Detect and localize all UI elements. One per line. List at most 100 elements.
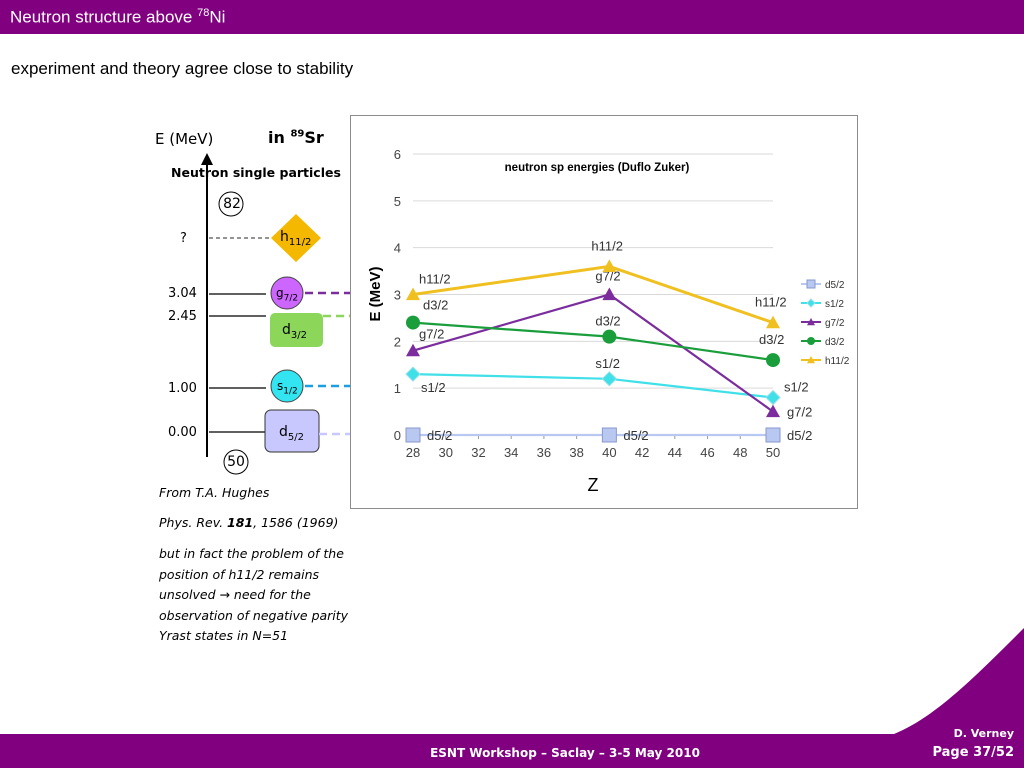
data-point-s1-2 bbox=[765, 389, 781, 406]
legend-label: s1/2 bbox=[825, 299, 844, 310]
point-label: d3/2 bbox=[423, 298, 448, 313]
reference-author: From T.A. Hughes bbox=[159, 485, 270, 500]
orbital-label-h11: h11/2 bbox=[280, 229, 311, 248]
shell-50-label: 50 bbox=[227, 454, 245, 470]
data-point-g7-2 bbox=[602, 287, 617, 301]
point-label: d3/2 bbox=[759, 332, 784, 347]
point-label: s1/2 bbox=[595, 356, 620, 371]
footer-text: ESNT Workshop – Saclay – 3-5 May 2010 bbox=[430, 746, 700, 760]
data-point-h11-2 bbox=[602, 259, 617, 272]
orbital-d5-letter: d bbox=[279, 424, 288, 440]
x-tick-label: 40 bbox=[602, 445, 616, 460]
level-energy-s1: 1.00 bbox=[168, 381, 197, 396]
data-point-s1-2 bbox=[405, 366, 421, 382]
point-label: h11/2 bbox=[591, 238, 623, 253]
level-energy-d5: 0.00 bbox=[168, 425, 197, 440]
nucleus-label: in 89Sr bbox=[268, 128, 324, 147]
data-point-d5-2 bbox=[765, 427, 781, 443]
point-label: d5/2 bbox=[787, 428, 812, 443]
y-tick-label: 2 bbox=[394, 334, 401, 349]
orbital-h11-j: 11/2 bbox=[288, 236, 312, 248]
x-tick-label: 32 bbox=[471, 445, 485, 460]
title-text: Neutron structure above bbox=[10, 7, 198, 27]
orbital-label-d5: d5/2 bbox=[279, 424, 304, 443]
orbital-h11-letter: h bbox=[280, 229, 289, 245]
orbital-label-d3: d3/2 bbox=[282, 322, 307, 341]
point-label: s1/2 bbox=[421, 380, 446, 395]
chart-grid bbox=[413, 153, 773, 389]
reference-rest: , 1586 (1969) bbox=[253, 515, 339, 530]
legend-label: h11/2 bbox=[825, 356, 850, 367]
orbital-d3-box bbox=[270, 313, 323, 347]
comment-line: position of h11/2 remains bbox=[159, 566, 320, 582]
x-tick-label: 42 bbox=[635, 445, 649, 460]
data-point-s1-2 bbox=[601, 371, 618, 387]
orbital-s1-j: 1/2 bbox=[283, 386, 298, 397]
nucleus-element: Sr bbox=[304, 128, 324, 147]
nucleus-label-prefix: in bbox=[268, 128, 291, 147]
chart-svg: neutron sp energies (Duflo Zuker) 012345… bbox=[367, 147, 850, 495]
comment-line: Yrast states in N=51 bbox=[159, 628, 289, 643]
x-tick-label: 28 bbox=[406, 445, 420, 460]
data-point-d3-2 bbox=[766, 353, 780, 368]
shell-82-label: 82 bbox=[223, 196, 241, 212]
x-tick-label: 50 bbox=[766, 445, 780, 460]
x-tick-label: 48 bbox=[733, 445, 747, 460]
title-bar: Neutron structure above 78Ni bbox=[0, 0, 1024, 34]
point-label: g7/2 bbox=[419, 327, 444, 342]
orbital-g7-circle bbox=[270, 276, 304, 310]
chart-x-axis-label: Z bbox=[588, 475, 599, 495]
point-label: g7/2 bbox=[595, 269, 620, 284]
author-name: D. Verney bbox=[953, 727, 1014, 740]
orbital-g7-j: 7/2 bbox=[283, 293, 299, 304]
x-tick-label: 30 bbox=[438, 445, 452, 460]
footer-bar: ESNT Workshop – Saclay – 3-5 May 2010 bbox=[0, 734, 1024, 768]
orbital-s1-circle bbox=[270, 369, 304, 403]
orbital-d5-box bbox=[264, 409, 320, 453]
x-tick-label: 38 bbox=[569, 445, 583, 460]
point-label: d5/2 bbox=[427, 428, 452, 443]
chart-title: neutron sp energies (Duflo Zuker) bbox=[505, 162, 690, 174]
d3-extension-line bbox=[322, 314, 350, 318]
comment-line: unsolved → need for the bbox=[159, 587, 311, 602]
subtitle: experiment and theory agree close to sta… bbox=[11, 59, 354, 78]
nucleus-mass: 89 bbox=[290, 128, 305, 140]
legend-label: d5/2 bbox=[825, 280, 845, 291]
comment-line: but in fact the problem of the bbox=[159, 546, 344, 561]
y-tick-label: 3 bbox=[394, 288, 401, 303]
data-point-g7-2 bbox=[766, 404, 780, 418]
level-energy-h11: ? bbox=[180, 231, 187, 246]
data-point-g7-2 bbox=[406, 343, 420, 357]
level-energy-g7: 3.04 bbox=[168, 286, 197, 301]
corner-shape bbox=[894, 628, 1024, 734]
comment-line: observation of negative parity bbox=[159, 607, 349, 623]
y-tick-label: 5 bbox=[394, 194, 401, 209]
level-axis-arrow-icon bbox=[201, 153, 213, 165]
shell-closure-82 bbox=[218, 191, 244, 217]
y-tick-label: 4 bbox=[394, 241, 401, 256]
point-label: h11/2 bbox=[755, 295, 787, 310]
x-tick-label: 46 bbox=[700, 445, 714, 460]
orbital-d3-j: 3/2 bbox=[290, 329, 307, 341]
y-tick-label: 6 bbox=[394, 147, 401, 162]
x-tick-label: 44 bbox=[668, 445, 682, 460]
level-heading: Neutron single particles bbox=[171, 165, 341, 180]
level-scheme-drawing bbox=[201, 153, 350, 475]
reference-journal: Phys. Rev. bbox=[159, 515, 228, 530]
point-label: d3/2 bbox=[595, 314, 620, 329]
shell-closure-50 bbox=[223, 449, 249, 475]
data-point-h11-2 bbox=[766, 315, 780, 329]
reference-citation: Phys. Rev. 181, 1586 (1969) bbox=[159, 515, 338, 530]
chart-legend: d5/2 s1/2 g7/2 d3/2 h11/2 bbox=[801, 279, 850, 367]
orbital-d3-letter: d bbox=[282, 322, 291, 338]
title-mass-number: 78 bbox=[197, 7, 210, 19]
x-tick-label: 34 bbox=[504, 445, 518, 460]
level-axis-label: E (MeV) bbox=[155, 130, 214, 148]
legend-marker-icon bbox=[806, 298, 816, 308]
legend-marker-icon bbox=[807, 318, 815, 326]
x-tick-label: 36 bbox=[537, 445, 551, 460]
data-point-d5-2 bbox=[601, 427, 617, 443]
data-point-h11-2 bbox=[406, 287, 420, 301]
point-label: s1/2 bbox=[784, 380, 809, 395]
